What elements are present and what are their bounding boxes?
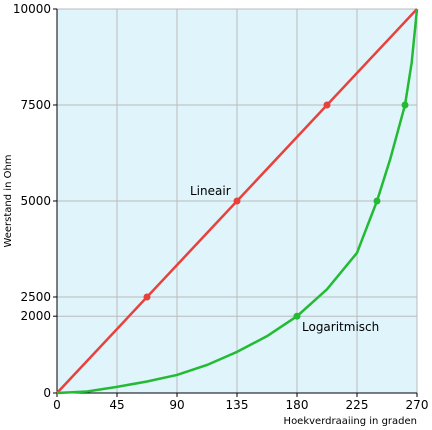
y-tick-label: 10000 [13, 2, 51, 16]
y-tick-label: 0 [43, 386, 51, 400]
x-axis-label: Hoekverdraaiing in graden [284, 416, 417, 427]
x-tick-label: 225 [346, 398, 369, 412]
marker [373, 197, 381, 205]
y-tick-label: 2000 [20, 309, 51, 323]
series-label: Logaritmisch [302, 320, 379, 334]
y-axis-label: Weerstand in Ohm [3, 154, 14, 247]
y-tick-label: 7500 [20, 98, 51, 112]
y-tick-label: 5000 [20, 194, 51, 208]
marker [401, 101, 409, 109]
marker [293, 312, 301, 320]
x-tick-label: 90 [169, 398, 184, 412]
line [56, 8, 419, 395]
x-tick-label: 0 [53, 398, 61, 412]
x-tick-label: 180 [286, 398, 309, 412]
x-tick-label: 270 [406, 398, 429, 412]
marker [143, 293, 151, 301]
x-tick-label: 135 [226, 398, 249, 412]
x-tick-label: 45 [109, 398, 124, 412]
marker [233, 197, 241, 205]
series-label: Lineair [190, 184, 231, 198]
y-tick-label: 2500 [20, 290, 51, 304]
marker [323, 101, 331, 109]
